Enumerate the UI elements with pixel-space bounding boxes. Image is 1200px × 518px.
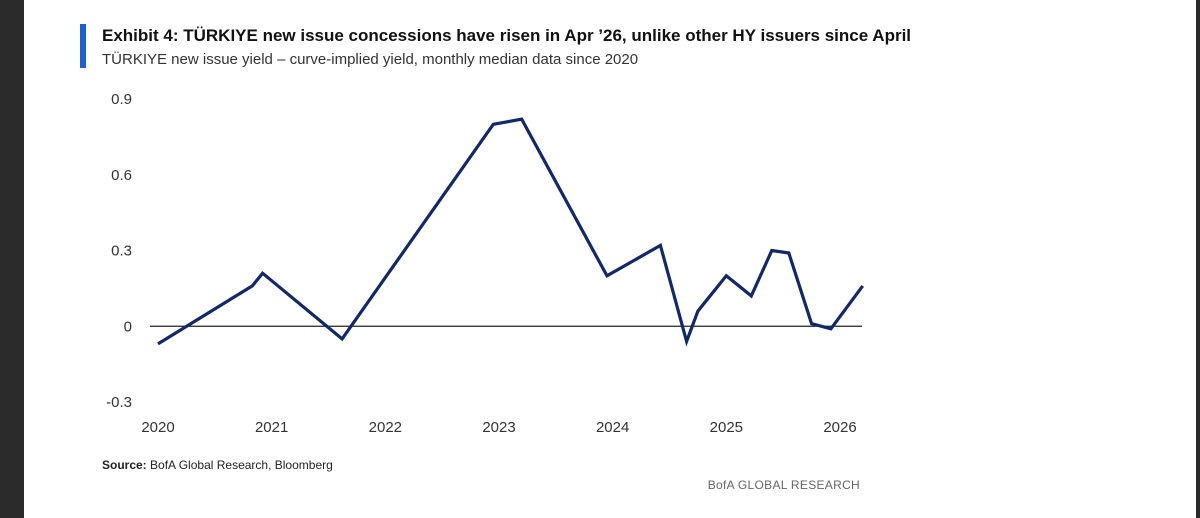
series-line bbox=[157, 117, 864, 347]
source-note: Source: BofA Global Research, Bloomberg bbox=[102, 458, 333, 472]
title-accent-bar bbox=[80, 24, 86, 68]
brand-label: BofA GLOBAL RESEARCH bbox=[707, 478, 860, 492]
y-tick-label: 0 bbox=[124, 318, 132, 335]
source-label: Source: bbox=[102, 458, 147, 472]
x-tick-label: 2021 bbox=[255, 419, 288, 436]
source-text: BofA Global Research, Bloomberg bbox=[150, 458, 333, 472]
left-dark-border bbox=[0, 0, 24, 518]
y-tick-label: 0.9 bbox=[111, 91, 132, 108]
x-tick-label: 2024 bbox=[596, 419, 629, 436]
x-tick-label: 2023 bbox=[482, 419, 515, 436]
x-tick-label: 2025 bbox=[710, 419, 743, 436]
y-tick-label: -0.3 bbox=[106, 394, 132, 411]
x-tick-label: 2026 bbox=[823, 419, 856, 436]
y-tick-label: 0.6 bbox=[111, 167, 132, 184]
right-dark-border bbox=[1196, 0, 1200, 518]
x-tick-label: 2020 bbox=[141, 419, 174, 436]
chart-subtitle: TÜRKIYE new issue yield – curve-implied … bbox=[102, 51, 639, 68]
x-tick-label: 2022 bbox=[369, 419, 402, 436]
chart-title: Exhibit 4: TÜRKIYE new issue concessions… bbox=[102, 26, 912, 45]
y-tick-label: 0.3 bbox=[111, 243, 132, 260]
